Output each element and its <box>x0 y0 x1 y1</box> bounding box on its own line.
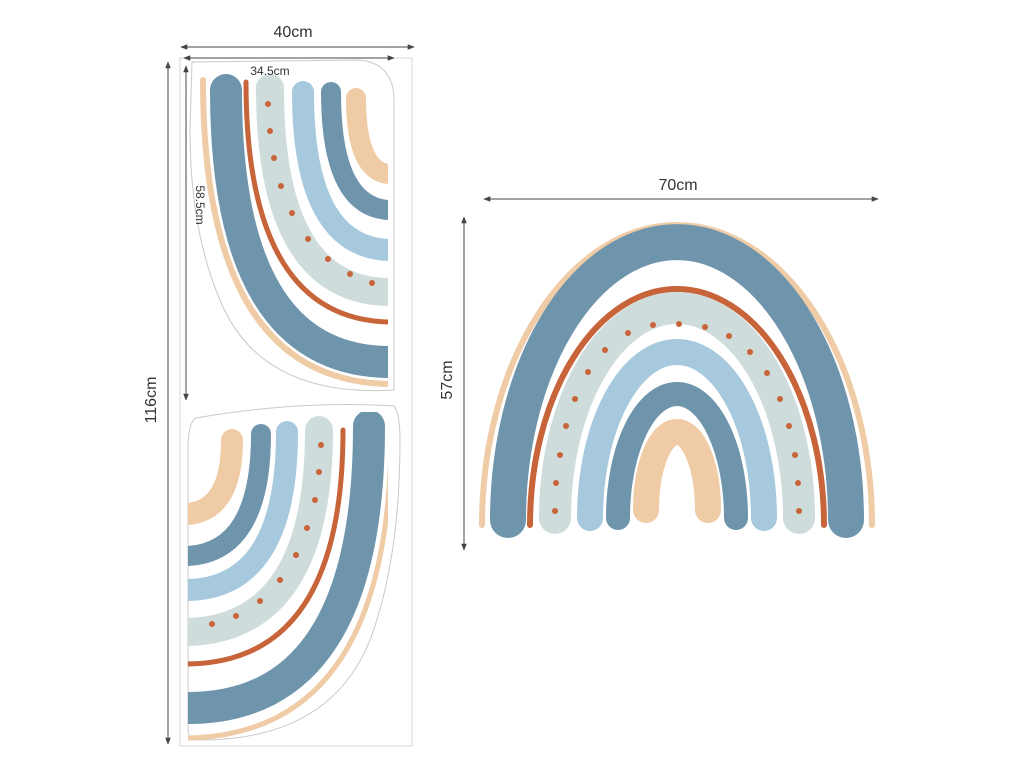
rainbow-quarter-top <box>200 74 388 387</box>
arc-top-rust <box>243 79 388 325</box>
arc-bottom-beige-inner <box>188 429 243 525</box>
sticker-piece-top <box>189 59 395 392</box>
arc-bottom-slate-inner <box>188 424 271 566</box>
dot <box>312 497 318 503</box>
arc-sage <box>539 292 815 534</box>
dot <box>209 621 215 627</box>
arc-slate-outer <box>490 224 864 538</box>
dot <box>347 271 353 277</box>
label-sheet-width: 40cm <box>273 24 312 41</box>
dot <box>563 423 569 429</box>
arc-rust <box>527 286 827 528</box>
dots-top <box>265 101 375 286</box>
arc-beige-inner <box>633 419 721 523</box>
arc-top-slate-inner <box>321 82 388 220</box>
dot <box>572 396 578 402</box>
arc-bottom-sage <box>188 416 333 646</box>
dot <box>289 210 295 216</box>
sticker-piece-bottom <box>187 404 401 741</box>
arc-bottom-rust <box>188 427 346 667</box>
label-piece-height: 58.5cm <box>193 185 207 224</box>
dot <box>369 280 375 286</box>
arc-light-blue <box>577 339 777 531</box>
dot <box>553 480 559 486</box>
dot <box>777 396 783 402</box>
arc-bottom-slate-outer <box>188 412 385 724</box>
dot <box>265 101 271 107</box>
dot <box>316 469 322 475</box>
arc-top-beige-outer <box>200 77 388 387</box>
arc-bottom-beige-outer <box>188 460 388 741</box>
dot <box>278 183 284 189</box>
dot <box>293 552 299 558</box>
label-assembled-height: 57cm <box>439 360 456 399</box>
dot <box>786 423 792 429</box>
rainbow-quarter-bottom <box>188 412 388 741</box>
dot <box>318 442 324 448</box>
dot <box>271 155 277 161</box>
dot <box>557 452 563 458</box>
arc-top-slate-outer <box>210 74 388 378</box>
dot <box>792 452 798 458</box>
dot <box>305 236 311 242</box>
dimension-lines <box>165 44 879 745</box>
arc-top-light-blue <box>292 81 388 261</box>
arc-bottom-light-blue <box>188 421 298 601</box>
label-piece-width: 34.5cm <box>250 64 289 78</box>
dot <box>764 370 770 376</box>
dot <box>650 322 656 328</box>
dot <box>552 508 558 514</box>
dot <box>702 324 708 330</box>
arc-slate-inner <box>606 382 748 530</box>
label-assembled-width: 70cm <box>658 177 697 194</box>
arc-top-sage <box>256 74 388 306</box>
dots-assembled <box>552 321 802 514</box>
dot <box>747 349 753 355</box>
dot <box>257 598 263 604</box>
dot <box>726 333 732 339</box>
dot <box>602 347 608 353</box>
dot <box>796 508 802 514</box>
label-sheet-height: 116cm <box>143 377 160 424</box>
rainbow-assembled <box>479 222 875 538</box>
dot <box>277 577 283 583</box>
sticker-piece-top-cut-outline <box>189 59 395 392</box>
dot <box>625 330 631 336</box>
dots-bottom <box>209 442 324 627</box>
sticker-piece-bottom-cut-outline <box>187 404 401 741</box>
dot <box>795 480 801 486</box>
dot <box>676 321 682 327</box>
arc-top-beige-inner <box>346 88 388 184</box>
dot <box>585 369 591 375</box>
dot <box>304 525 310 531</box>
dot <box>325 256 331 262</box>
dot <box>267 128 273 134</box>
dot <box>233 613 239 619</box>
